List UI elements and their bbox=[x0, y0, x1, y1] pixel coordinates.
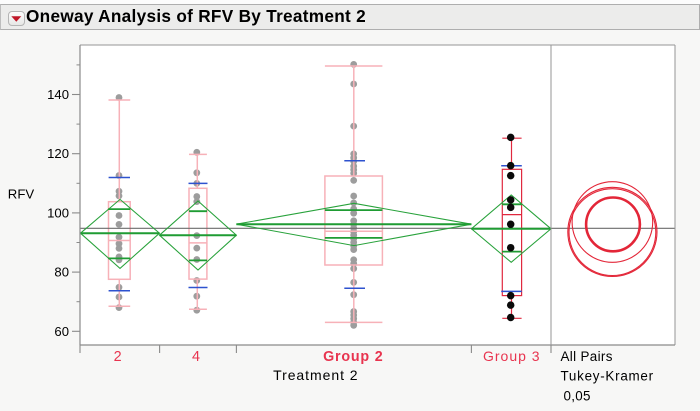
svg-text:140: 140 bbox=[47, 87, 69, 102]
svg-text:2: 2 bbox=[114, 349, 122, 365]
svg-text:Group 3: Group 3 bbox=[483, 348, 541, 364]
svg-text:All Pairs: All Pairs bbox=[561, 349, 613, 364]
svg-text:Treatment 2: Treatment 2 bbox=[273, 367, 358, 383]
svg-text:0,05: 0,05 bbox=[564, 389, 591, 404]
svg-text:Group 2: Group 2 bbox=[323, 349, 383, 365]
svg-text:Tukey-Kramer: Tukey-Kramer bbox=[561, 369, 654, 384]
svg-text:60: 60 bbox=[54, 324, 69, 339]
svg-text:120: 120 bbox=[47, 146, 69, 161]
svg-text:RFV: RFV bbox=[8, 187, 35, 202]
svg-text:100: 100 bbox=[47, 205, 69, 220]
svg-text:80: 80 bbox=[54, 265, 69, 280]
svg-text:4: 4 bbox=[192, 349, 200, 365]
